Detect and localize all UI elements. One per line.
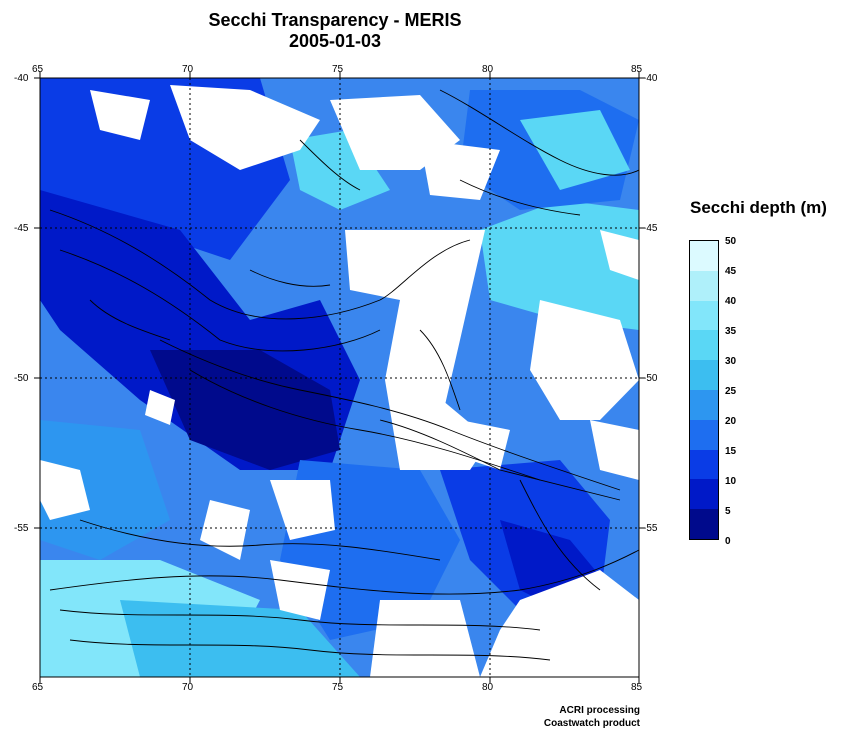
credits-product: Coastwatch product <box>543 718 640 729</box>
lat-tick-left-50: -50 <box>14 373 29 384</box>
credits: ACRI processing Coastwatch product <box>520 704 640 730</box>
colorbar-band <box>690 419 718 450</box>
colorbar-label-10: 10 <box>725 476 737 487</box>
title-main: Secchi Transparency - MERIS <box>208 10 462 30</box>
colorbar-band <box>690 270 718 301</box>
lat-tick-right-50: -50 <box>643 373 658 384</box>
lat-tick-left-40: -40 <box>14 73 29 84</box>
lat-tick-right-55: -55 <box>643 523 658 534</box>
colorbar-label-15: 15 <box>725 446 737 457</box>
lon-tick-bottom-85: 85 <box>631 682 643 693</box>
map-title: Secchi Transparency - MERIS 2005-01-03 <box>190 10 480 52</box>
colorbar-label-35: 35 <box>725 326 737 337</box>
colorbar-band <box>690 330 718 361</box>
colorbar-label-20: 20 <box>725 416 737 427</box>
colorbar-label-45: 45 <box>725 266 737 277</box>
lon-tick-bottom-75: 75 <box>332 682 344 693</box>
lon-tick-top-85: 85 <box>631 64 643 75</box>
lat-tick-left-45: -45 <box>14 223 29 234</box>
cloud-mask <box>40 85 639 677</box>
lon-tick-bottom-70: 70 <box>182 682 194 693</box>
colorbar-band <box>690 360 718 390</box>
lon-tick-top-70: 70 <box>182 64 194 75</box>
colorbar-band <box>690 479 718 510</box>
colorbar-label-30: 30 <box>725 356 737 367</box>
colorbar-label-0: 0 <box>725 536 731 547</box>
colorbar-title: Secchi depth (m) <box>690 198 827 217</box>
lat-tick-right-45: -45 <box>643 223 658 234</box>
colorbar-label-50: 50 <box>725 236 737 247</box>
lon-tick-bottom-80: 80 <box>482 682 494 693</box>
lon-tick-top-80: 80 <box>482 64 494 75</box>
credits-processing: ACRI processing <box>559 705 640 716</box>
colorbar-label-25: 25 <box>725 386 737 397</box>
colorbar-label-5: 5 <box>725 506 731 517</box>
tick-marks <box>34 72 645 683</box>
colorbar-band <box>690 300 718 331</box>
title-date: 2005-01-03 <box>288 31 382 51</box>
colorbar-band <box>690 390 718 420</box>
map-layer <box>40 78 639 677</box>
lat-tick-right-40: -40 <box>643 73 658 84</box>
colorbar-band <box>690 241 718 271</box>
colorbar <box>689 240 719 540</box>
bathymetry-contours <box>49 89 639 661</box>
lat-tick-left-55: -55 <box>14 523 29 534</box>
colorbar-label-40: 40 <box>725 296 737 307</box>
lon-tick-top-75: 75 <box>332 64 344 75</box>
colorbar-band <box>690 509 718 539</box>
lon-tick-bottom-65: 65 <box>32 682 44 693</box>
lon-tick-top-65: 65 <box>32 64 44 75</box>
colorbar-band <box>690 449 718 480</box>
